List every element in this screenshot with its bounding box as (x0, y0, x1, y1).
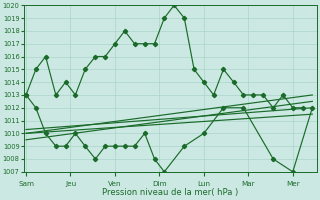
X-axis label: Pression niveau de la mer( hPa ): Pression niveau de la mer( hPa ) (102, 188, 239, 197)
